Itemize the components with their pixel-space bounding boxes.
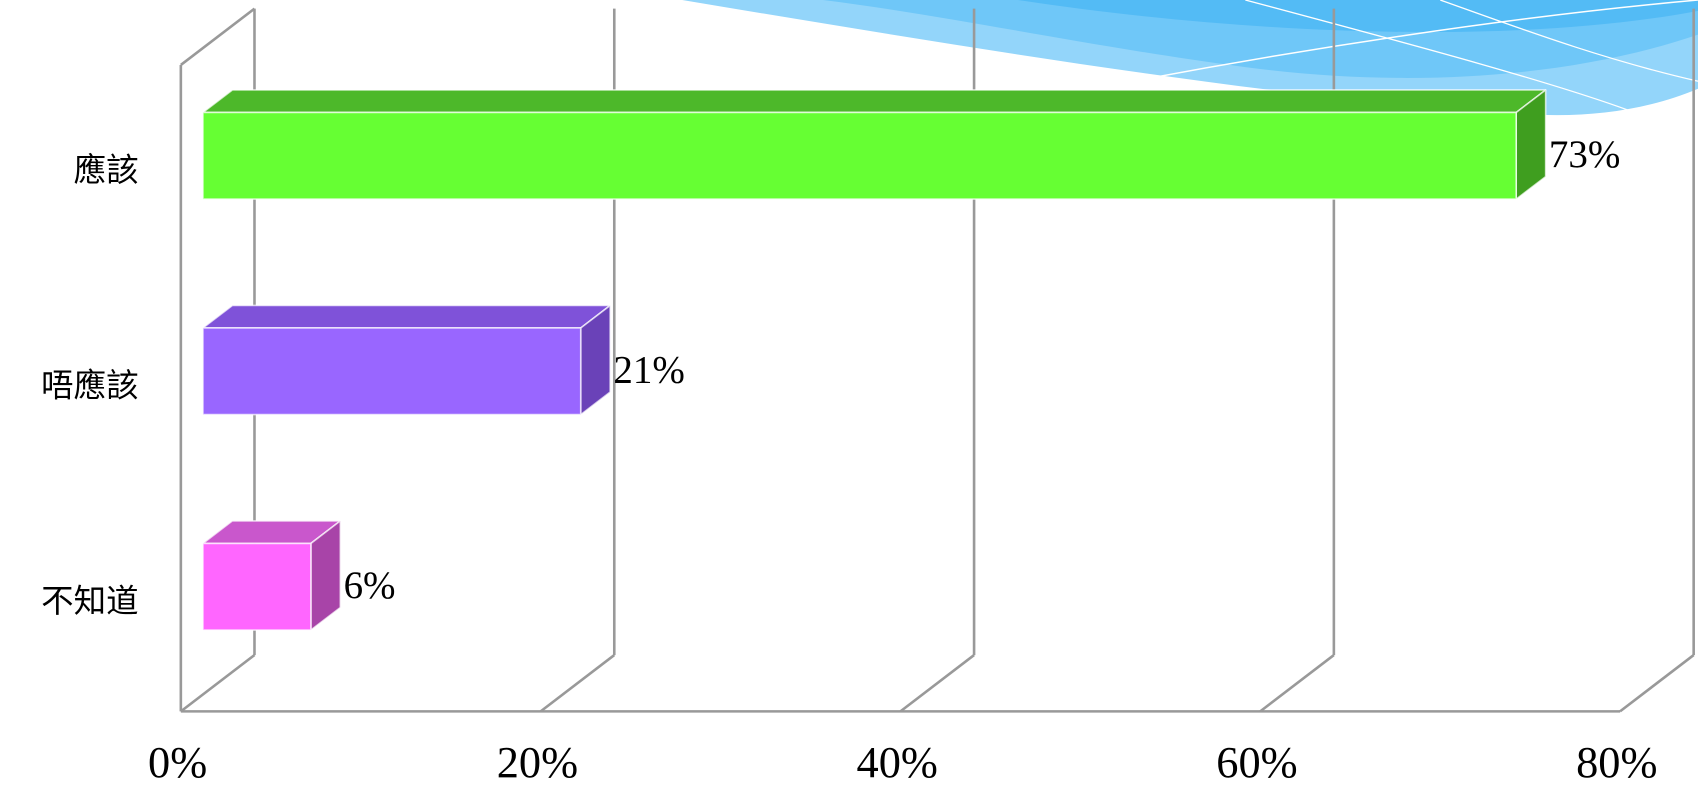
left-wall-top-edge <box>180 7 256 66</box>
bar-front-face <box>202 327 582 416</box>
floor-gridline <box>180 654 256 713</box>
bar-2 <box>202 520 342 631</box>
floor-gridline <box>1259 654 1335 713</box>
floor-gridline <box>539 654 616 713</box>
bar-front-face <box>202 542 312 631</box>
floor-gridline <box>899 654 975 713</box>
x-tick-label: 80% <box>1576 737 1657 785</box>
swoosh-line <box>1440 0 1698 82</box>
bar-0 <box>202 89 1547 200</box>
x-tick-label: 40% <box>857 737 938 785</box>
category-label: 唔應該 <box>41 367 138 405</box>
data-label: 21% <box>613 348 684 391</box>
category-label: 不知道 <box>41 582 138 620</box>
data-label: 6% <box>344 564 396 607</box>
x-tick-label: 60% <box>1216 737 1297 785</box>
data-label: 73% <box>1549 133 1620 176</box>
x-tick-label: 0% <box>148 737 207 785</box>
bar-series <box>202 89 1547 631</box>
swoosh-line <box>1093 0 1698 90</box>
swoosh-line <box>1245 0 1647 118</box>
background-swoosh <box>682 0 1698 118</box>
floor-gridline <box>1619 654 1695 713</box>
swoosh-deep <box>1017 0 1698 33</box>
category-label: 應該 <box>74 151 139 189</box>
x-tick-label: 20% <box>497 737 578 785</box>
bar-top-face <box>202 89 1547 114</box>
chart-labels: 0% 20% 40% 60% 80% 73% 應該 21% 唔應該 6% 不知道 <box>41 133 1657 785</box>
bar-front-face <box>202 111 1518 200</box>
bar-1 <box>202 304 611 416</box>
bar-top-face <box>202 304 611 329</box>
